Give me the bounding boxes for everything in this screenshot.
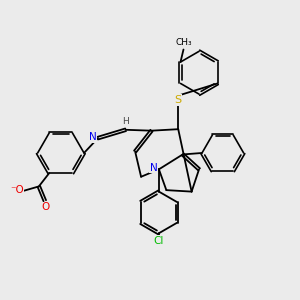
Text: Cl: Cl xyxy=(154,236,164,246)
Text: N: N xyxy=(150,163,158,173)
Text: S: S xyxy=(175,95,182,105)
Text: N: N xyxy=(89,132,97,142)
Text: ⁻O: ⁻O xyxy=(10,185,24,195)
Text: H: H xyxy=(122,117,128,126)
Text: O: O xyxy=(41,202,50,212)
Text: CH₃: CH₃ xyxy=(176,38,192,47)
